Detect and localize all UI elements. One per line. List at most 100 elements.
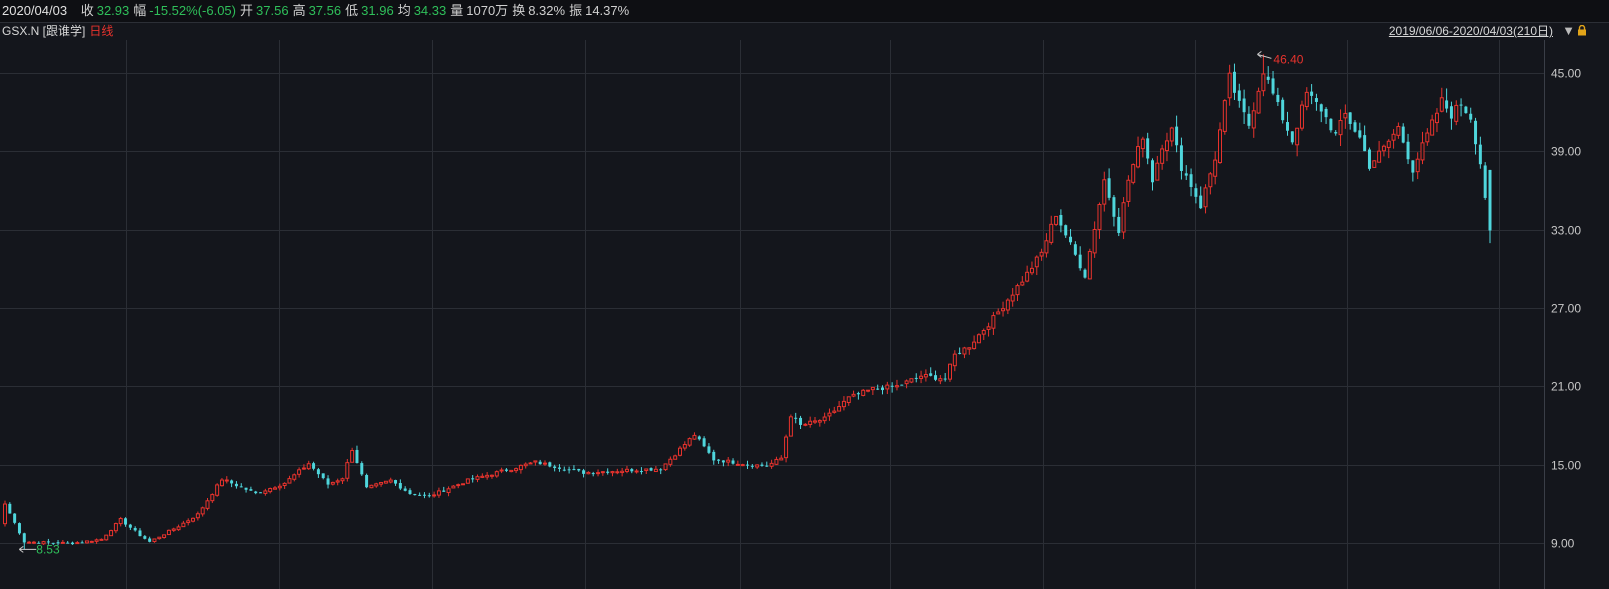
candle — [1164, 132, 1169, 162]
candle — [649, 467, 653, 472]
candle — [394, 479, 398, 486]
candle — [22, 532, 26, 550]
y-tick-label: 9.00 — [1551, 537, 1575, 551]
quote-field-label: 收 — [80, 3, 94, 18]
candle — [1415, 152, 1420, 180]
candle — [1377, 140, 1382, 163]
candle — [1299, 100, 1304, 131]
candle — [1087, 248, 1092, 280]
candle — [1184, 165, 1188, 181]
candle — [360, 461, 364, 476]
candle — [1276, 87, 1280, 106]
candle — [355, 445, 359, 464]
candle — [432, 491, 437, 498]
candle — [1459, 98, 1463, 117]
candle — [1363, 125, 1367, 152]
candle — [485, 472, 490, 480]
quote-field-value: 34.33 — [413, 3, 447, 18]
candle — [1102, 171, 1107, 212]
candle — [398, 479, 402, 491]
candle — [1247, 106, 1251, 129]
candle — [31, 540, 36, 545]
candle — [562, 466, 566, 472]
quote-field-value: 37.56 — [308, 3, 342, 18]
candle — [1464, 105, 1468, 114]
candle — [644, 468, 649, 475]
candle — [582, 468, 586, 478]
candle — [263, 488, 268, 496]
candle — [1381, 144, 1386, 157]
symbol-name: GSX.N [跟谁学] — [2, 24, 86, 38]
candle — [109, 529, 114, 537]
candle — [634, 468, 639, 474]
candle — [369, 484, 374, 489]
candle — [885, 381, 890, 395]
candle — [1430, 114, 1435, 136]
candle — [181, 520, 186, 528]
quote-field-value: 37.56 — [256, 3, 289, 18]
candle — [1304, 87, 1309, 111]
candle — [832, 406, 837, 414]
candle — [186, 518, 191, 526]
candle — [301, 464, 306, 470]
candle — [557, 464, 561, 472]
candle — [943, 373, 947, 382]
dropdown-triangle-icon[interactable]: ▼ — [1562, 23, 1575, 38]
candle — [952, 350, 957, 372]
candle — [138, 528, 142, 537]
candle — [1439, 87, 1444, 113]
candle — [306, 460, 311, 470]
candle — [620, 468, 625, 477]
candle — [890, 382, 894, 393]
candle — [687, 437, 692, 447]
candle — [577, 468, 581, 472]
quote-field-value: 1070万 — [466, 3, 509, 18]
candle — [934, 370, 938, 382]
candle — [499, 467, 504, 474]
quote-field: 开 37.56 — [240, 3, 289, 18]
candle — [750, 464, 754, 469]
candle — [1483, 162, 1487, 200]
candle — [702, 436, 706, 448]
candle — [514, 467, 519, 474]
candle — [1073, 241, 1077, 257]
y-tick-label: 15.00 — [1551, 459, 1581, 473]
candle — [591, 471, 595, 477]
candle — [475, 474, 480, 483]
y-tick-label: 39.00 — [1551, 145, 1581, 159]
candle — [1314, 93, 1318, 111]
candle — [866, 389, 871, 393]
candle — [330, 481, 335, 486]
candle — [8, 502, 12, 514]
candle — [784, 434, 789, 463]
candle — [659, 468, 663, 475]
candle — [1044, 233, 1049, 258]
lock-icon[interactable] — [1577, 25, 1587, 36]
candle — [1039, 248, 1044, 261]
candle — [721, 460, 725, 467]
candle — [418, 492, 422, 496]
candle — [1029, 261, 1034, 276]
candle — [1020, 276, 1025, 286]
candle — [779, 455, 784, 461]
quote-field: 低 31.96 — [345, 3, 394, 18]
candle — [1358, 122, 1362, 139]
candle — [929, 367, 933, 377]
candle — [75, 541, 80, 545]
candle — [292, 473, 297, 482]
candle — [148, 536, 152, 543]
candle — [157, 536, 162, 540]
candle — [94, 538, 99, 544]
quote-fields: 收 32.93 幅 -15.52%(-6.05) 开 37.56 高 37.56 低 31.96 均… — [77, 3, 629, 18]
date-range-selector[interactable]: 2019/06/06-2020/04/03(210日) — [1388, 24, 1553, 38]
candle — [1295, 127, 1300, 157]
candle — [1179, 137, 1183, 180]
candle — [1488, 169, 1492, 244]
candle — [1474, 117, 1478, 155]
candle — [1348, 112, 1352, 130]
candle — [740, 463, 745, 467]
candle — [668, 456, 673, 467]
candle — [118, 516, 123, 527]
y-tick-label: 33.00 — [1551, 224, 1581, 238]
candle — [1343, 104, 1348, 129]
